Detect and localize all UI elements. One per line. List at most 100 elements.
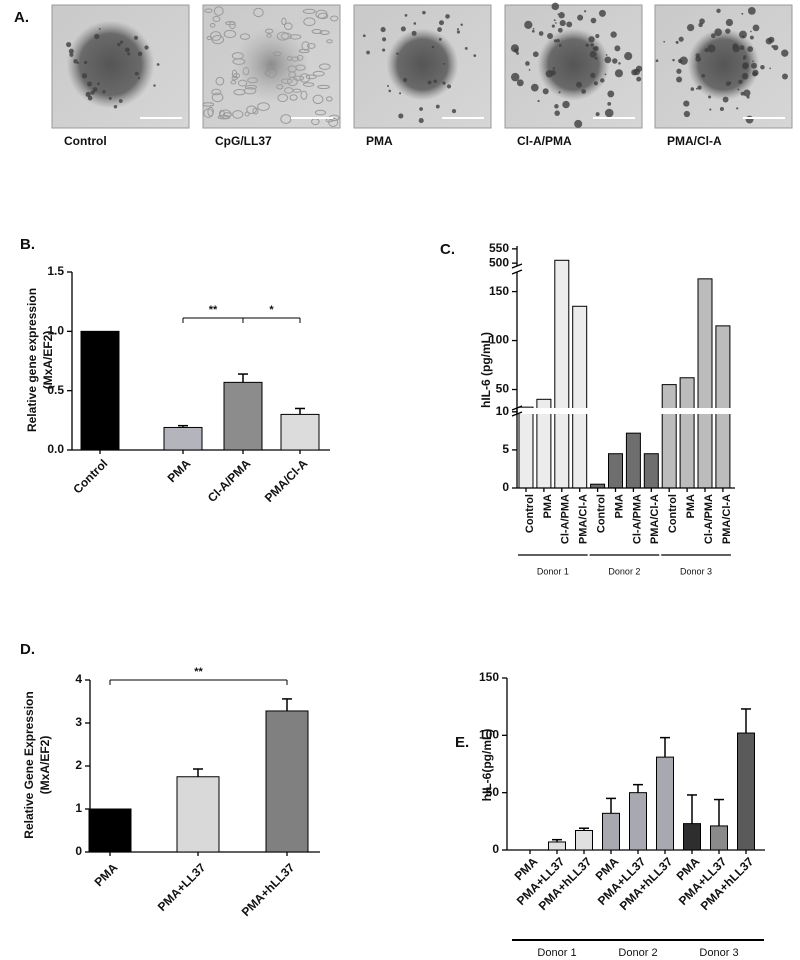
cell-dot (73, 59, 78, 64)
cell-dot (559, 20, 566, 27)
cell-dot (732, 43, 739, 50)
cell-dot (690, 87, 695, 91)
cell-dot (387, 85, 390, 87)
cell-dot (438, 37, 442, 41)
cell-dot (545, 70, 554, 78)
cell-dot (747, 7, 756, 15)
cell-dot (598, 9, 606, 17)
cell-dot (451, 108, 457, 114)
cell-dot (66, 41, 72, 48)
cell-dot (593, 81, 598, 86)
cell-dot (388, 89, 392, 93)
y-axis-label: hIL-6(pg/mL) (480, 729, 494, 802)
micrograph: PMA (353, 4, 492, 148)
cell-dot (750, 30, 752, 33)
y-tick-label: 5 (502, 442, 509, 456)
cell-dot (676, 68, 682, 74)
cell-dot (532, 27, 535, 30)
bar (625, 432, 641, 489)
error-bar (714, 798, 724, 826)
bar (683, 823, 701, 851)
cell-dot (464, 46, 468, 50)
bar (176, 776, 220, 853)
cell-dot (153, 84, 156, 87)
cell-dot (433, 79, 437, 84)
y-tick-label: 0.0 (47, 442, 64, 456)
cell-dot (595, 112, 600, 117)
cell-dot (581, 89, 586, 94)
cell-dot (610, 31, 617, 38)
cell-dot (585, 43, 589, 47)
cell-dot (431, 45, 435, 49)
cell-mesh (253, 7, 264, 18)
panel-label: D. (20, 641, 35, 658)
error-bar (295, 407, 305, 415)
cell-dot (683, 110, 691, 118)
micrograph: Control (51, 4, 190, 148)
cell-dot (676, 76, 683, 83)
cell-dot (604, 73, 607, 76)
error-bar (238, 373, 248, 383)
cell-dot (525, 61, 530, 66)
error-bar (660, 736, 670, 758)
cell-dot (118, 99, 123, 103)
image-caption: PMA/Cl-A (667, 134, 722, 148)
cell-dot (577, 14, 584, 21)
cell-dot (701, 73, 706, 78)
cell-dot (537, 99, 540, 103)
y-tick-label: 1.0 (47, 324, 64, 338)
cell-mesh (314, 109, 326, 116)
cell-mesh (207, 106, 214, 117)
bar (518, 406, 534, 489)
cell-mesh (211, 92, 224, 103)
cell-dot (741, 12, 744, 15)
cell-mesh (244, 111, 250, 117)
cell-dot (443, 62, 446, 65)
cell-dot (554, 110, 560, 116)
micrograph: Cl-A/PMA (504, 2, 643, 148)
cell-dot (699, 18, 705, 25)
cell-dot (510, 72, 520, 82)
significance-label: ** (194, 666, 203, 678)
bar (280, 413, 320, 451)
spheroid (537, 28, 610, 101)
cell-dot (551, 2, 560, 11)
cell-dot (382, 48, 386, 52)
y-tick-label: 100 (489, 333, 509, 347)
cell-dot (92, 87, 98, 92)
y-tick-label: 500 (489, 255, 509, 269)
cell-dot (663, 40, 666, 43)
cell-dot (87, 95, 93, 101)
cell-dot (435, 104, 440, 109)
panel-label: A. (14, 9, 29, 26)
bar (715, 325, 731, 489)
cell-dot (413, 22, 417, 25)
cell-dot (722, 96, 729, 103)
x-tick-label: PMA (613, 494, 625, 519)
bar (737, 732, 755, 851)
cell-mesh (211, 34, 225, 45)
bar (223, 381, 263, 451)
cell-dot (90, 90, 95, 95)
cell-dot (510, 44, 519, 53)
cell-mesh (317, 84, 330, 90)
cell-dot (612, 58, 618, 64)
cell-mesh (283, 22, 293, 31)
cell-dot (558, 44, 562, 47)
cell-dot (739, 45, 745, 51)
cell-dot (108, 96, 112, 100)
cell-dot (752, 24, 760, 32)
cell-dot (743, 57, 746, 60)
cell-dot (87, 81, 93, 87)
x-tick-label: PMA (542, 494, 554, 519)
y-tick-label: 50 (496, 382, 510, 396)
cell-mesh (302, 8, 316, 14)
cell-dot (445, 14, 450, 19)
group-label: Donor 3 (699, 947, 738, 959)
y-axis-label: (MxA/EF2) (38, 736, 52, 795)
cell-mesh (281, 17, 287, 26)
axis-break-band (514, 408, 735, 414)
cell-dot (516, 79, 524, 87)
cell-dot (751, 62, 758, 69)
y-axis-label: (MxA/EF2) (41, 331, 55, 390)
